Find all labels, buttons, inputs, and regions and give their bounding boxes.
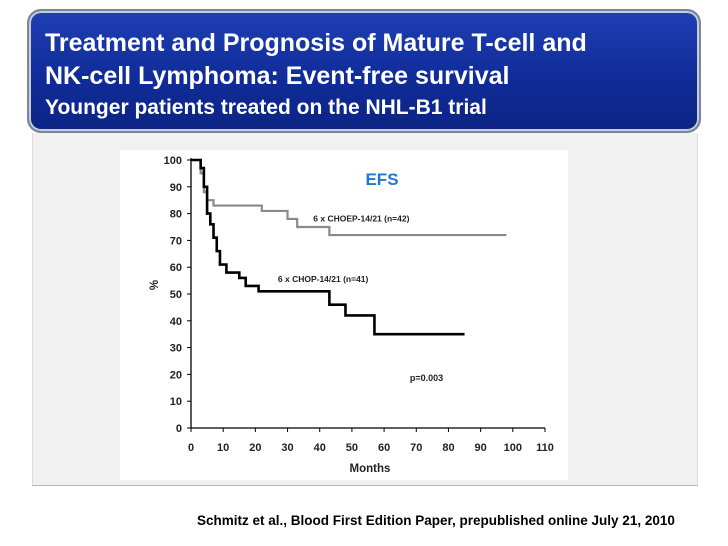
chart-series	[191, 158, 507, 336]
slide-title-line-1: Treatment and Prognosis of Mature T-cell…	[45, 29, 587, 57]
x-tick-label: 80	[442, 442, 454, 454]
x-tick-label: 0	[188, 442, 194, 454]
y-tick-label: 10	[170, 396, 182, 408]
chart-title: EFS	[365, 170, 398, 189]
slide-subtitle: Younger patients treated on the NHL-B1 t…	[45, 96, 487, 119]
x-tick-label: 20	[249, 442, 261, 454]
y-tick-label: 70	[170, 235, 182, 247]
x-tick-label: 60	[378, 442, 390, 454]
series-line-2	[191, 158, 465, 336]
title-banner: Treatment and Prognosis of Mature T-cell…	[27, 9, 701, 133]
x-tick-label: 40	[314, 442, 326, 454]
citation: Schmitz et al., Blood First Edition Pape…	[197, 513, 675, 528]
series-label-2: 6 x CHOP-14/21 (n=41)	[278, 274, 369, 284]
y-tick-label: 60	[170, 262, 182, 274]
y-tick-label: 30	[170, 343, 182, 355]
x-tick-label: 110	[536, 442, 554, 454]
series-line-1	[191, 158, 507, 237]
plot-background	[120, 150, 568, 480]
x-tick-label: 90	[475, 442, 487, 454]
y-tick-label: 80	[170, 209, 182, 221]
y-tick-label: 0	[176, 423, 182, 435]
p-value-annotation: p=0.003	[410, 373, 443, 383]
y-tick-label: 40	[170, 316, 182, 328]
chart-labels: Months% EFS 6 x CHOEP-14/21 (n=42) 6 x CHOP…	[149, 170, 443, 475]
y-tick-label: 100	[164, 155, 182, 167]
y-tick-label: 50	[170, 289, 182, 301]
chart-axes: 0 10 20 30 40 50 60 70 80 90 100 0 10 20 30 40 50 60 70 80 9…	[164, 155, 554, 454]
x-tick-label: 30	[281, 442, 293, 454]
series-label-1: 6 x CHOEP-14/21 (n=42)	[313, 214, 409, 224]
x-tick-label: 70	[410, 442, 422, 454]
x-tick-label: 100	[504, 442, 522, 454]
x-axis-title: Months	[350, 463, 391, 475]
x-tick-label: 50	[346, 442, 358, 454]
slide-title-line-2: NK-cell Lymphoma: Event-free survival	[45, 62, 510, 90]
y-tick-label: 90	[170, 182, 182, 194]
x-tick-label: 10	[217, 442, 229, 454]
y-axis-title: %	[149, 280, 161, 290]
y-tick-label: 20	[170, 369, 182, 381]
